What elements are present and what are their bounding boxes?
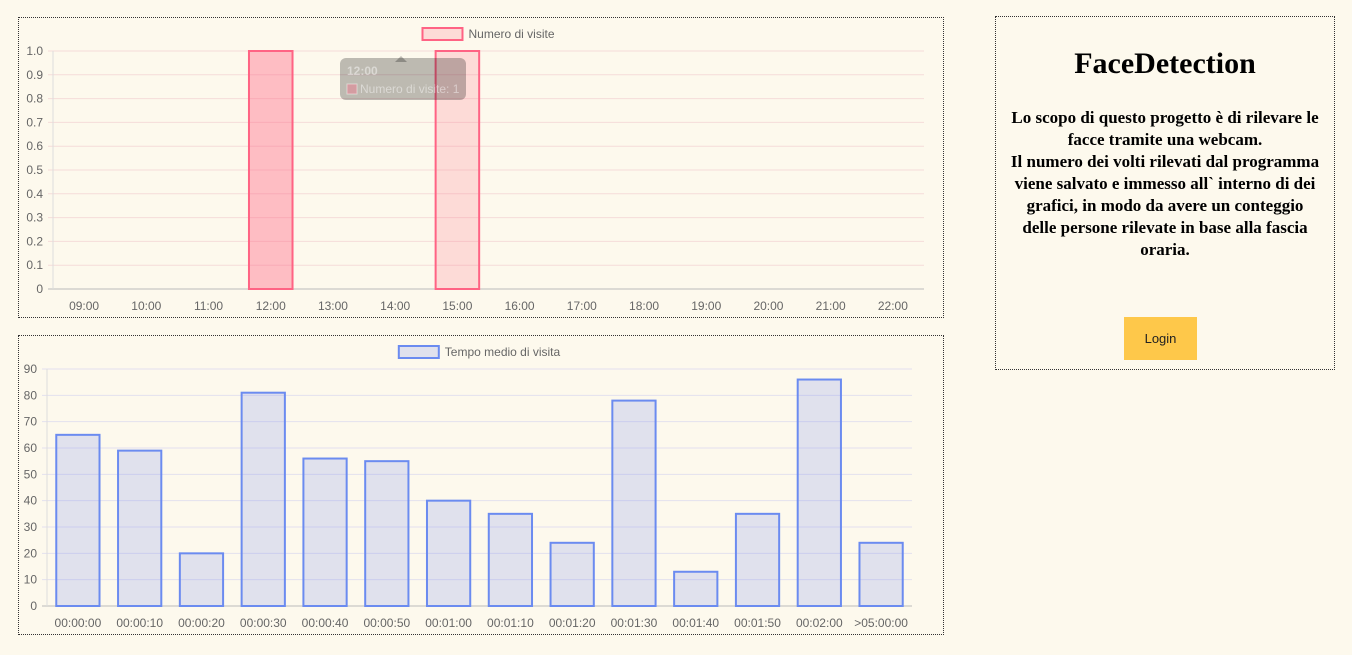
bar[interactable] [796, 378, 842, 607]
legend-label[interactable]: Numero di visite [468, 27, 554, 41]
x-tick-label: 11:00 [194, 299, 223, 313]
visit-time-chart[interactable]: Tempo medio di visita 90 80 70 60 50 40 30 20 10 0… [18, 335, 944, 635]
y-tick-label: 0.8 [26, 92, 43, 106]
bar[interactable] [364, 460, 410, 607]
x-tick-label: 00:00:00 [55, 616, 102, 630]
x-tick-label: 14:00 [380, 299, 410, 313]
bar[interactable] [858, 541, 904, 608]
x-tick-label: 00:01:30 [611, 616, 658, 630]
bar[interactable] [611, 399, 657, 607]
x-tick-label: 17:00 [567, 299, 597, 313]
y-tick-label: 70 [24, 415, 38, 429]
bar[interactable] [55, 433, 101, 608]
login-button[interactable]: Login [1124, 317, 1197, 360]
tooltip-label: Numero di visite: 1 [360, 82, 460, 96]
x-tick-label: 00:02:00 [796, 616, 843, 630]
y-tick-label: 0 [30, 599, 37, 613]
page-title: FaceDetection [1074, 47, 1256, 80]
x-tick-label: 00:00:10 [116, 616, 163, 630]
y-tick-label: 40 [24, 494, 38, 508]
description-line: delle persone rilevate in base alla fasc… [1022, 218, 1308, 259]
visits-chart[interactable]: Numero di visite 1.0 0.9 0.8 0.7 0.6 0.5 0.4 0.3… [18, 17, 944, 318]
tooltip-swatch [346, 83, 358, 95]
bar[interactable] [549, 541, 595, 608]
y-tick-label: 10 [24, 573, 38, 587]
y-tick-label: 0.1 [26, 258, 43, 272]
y-tick-label: 0.6 [26, 139, 43, 153]
y-tick-label: 0.7 [26, 115, 43, 129]
bar[interactable] [673, 570, 719, 607]
bar[interactable] [302, 457, 348, 607]
y-tick-label: 1.0 [26, 44, 43, 58]
x-tick-label: >05:00:00 [854, 616, 908, 630]
visits-chart-canvas[interactable]: Numero di visite 1.0 0.9 0.8 0.7 0.6 0.5 0.4 0.3… [19, 18, 943, 317]
bar[interactable] [247, 50, 294, 290]
x-tick-label: 18:00 [629, 299, 659, 313]
legend-swatch[interactable] [397, 345, 440, 359]
x-tick-label: 09:00 [69, 299, 99, 313]
x-tick-label: 00:01:20 [549, 616, 596, 630]
x-tick-label: 20:00 [753, 299, 783, 313]
x-tick-label: 00:00:20 [178, 616, 225, 630]
y-tick-label: 0.9 [26, 68, 43, 82]
y-tick-label: 50 [24, 467, 38, 481]
info-panel: FaceDetection Lo scopo di questo progett… [995, 16, 1335, 370]
x-tick-label: 00:01:10 [487, 616, 534, 630]
x-tick-label: 13:00 [318, 299, 348, 313]
x-tick-label: 22:00 [878, 299, 908, 313]
y-tick-label: 0.3 [26, 211, 43, 225]
bar[interactable] [734, 512, 781, 607]
y-tick-label: 60 [24, 441, 38, 455]
x-tick-label: 21:00 [816, 299, 846, 313]
y-tick-label: 0 [36, 282, 43, 296]
x-tick-label: 00:01:50 [734, 616, 781, 630]
description-line: Lo scopo di questo progetto è di rilevar… [1011, 108, 1319, 149]
x-tick-label: 00:00:40 [302, 616, 349, 630]
y-tick-label: 0.2 [26, 234, 43, 248]
bar[interactable] [240, 391, 286, 608]
y-tick-label: 0.5 [26, 163, 43, 177]
visit-time-chart-canvas[interactable]: Tempo medio di visita 90 80 70 60 50 40 30 20 10 0… [19, 336, 943, 634]
y-tick-label: 90 [24, 362, 38, 376]
x-tick-label: 00:01:40 [672, 616, 719, 630]
x-tick-label: 00:00:30 [240, 616, 287, 630]
y-tick-label: 30 [24, 520, 38, 534]
x-tick-label: 00:00:50 [363, 616, 410, 630]
tooltip: 12:00 Numero di visite: 1 [340, 56, 466, 100]
bar[interactable] [117, 449, 163, 607]
legend-label[interactable]: Tempo medio di visita [445, 345, 561, 359]
legend-swatch[interactable] [421, 27, 464, 41]
y-tick-label: 20 [24, 546, 38, 560]
y-tick-label: 80 [24, 388, 38, 402]
tooltip-caret [395, 56, 407, 62]
description-line: Il numero dei volti rilevati dal program… [1010, 152, 1320, 215]
bar[interactable] [178, 552, 225, 607]
bar[interactable] [434, 50, 481, 290]
x-tick-label: 16:00 [505, 299, 535, 313]
x-tick-label: 19:00 [691, 299, 721, 313]
y-tick-label: 0.4 [26, 187, 43, 201]
x-tick-label: 15:00 [442, 299, 472, 313]
x-tick-label: 10:00 [131, 299, 161, 313]
bar[interactable] [425, 499, 472, 608]
bar[interactable] [487, 512, 534, 607]
tooltip-title: 12:00 [347, 64, 378, 78]
x-tick-label: 12:00 [256, 299, 286, 313]
tooltip-box [340, 58, 466, 100]
x-tick-label: 00:01:00 [425, 616, 472, 630]
project-description: Lo scopo di questo progetto è di rilevar… [1002, 107, 1328, 261]
